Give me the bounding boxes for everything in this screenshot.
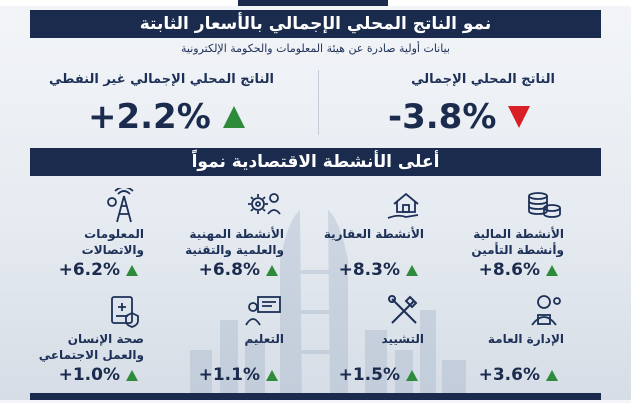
house-hand-icon	[387, 192, 419, 219]
sector-name: الأنشطة المالية وأنشطة التأمين	[471, 227, 564, 257]
sector-growth: +1.0%	[59, 365, 144, 385]
non-oil-gdp-label: الناتج المحلي الإجمالي غير النفطي	[49, 72, 274, 87]
sector-card-finance: الأنشطة المالية وأنشطة التأمين +8.6%	[420, 188, 570, 298]
sector-growth: +6.2%	[59, 260, 144, 280]
up-arrow-icon	[266, 369, 278, 381]
bottom-banner	[30, 393, 601, 400]
non-oil-gdp-value: +2.2%	[88, 97, 211, 137]
sector-growth: +8.6%	[479, 260, 564, 280]
sector-growth: +8.3%	[339, 260, 424, 280]
up-arrow-icon	[222, 106, 245, 128]
sector-growth-value: +3.6%	[478, 365, 540, 385]
sector-card-construction: التشييد +1.5%	[280, 293, 430, 403]
sector-name: التشييد	[381, 332, 424, 346]
up-arrow-icon	[546, 264, 558, 276]
up-arrow-icon	[406, 264, 418, 276]
gdp-value-row: -3.8%	[388, 97, 531, 137]
page-title: نمو الناتج المحلي الإجمالي بالأسعار الثا…	[30, 10, 601, 38]
sector-growth-value: +6.8%	[198, 260, 260, 280]
sector-name: الأنشطة العقارية	[323, 227, 424, 241]
sector-growth-value: +6.2%	[58, 260, 120, 280]
sector-card-professional: الأنشطة المهنية والعلمية والتقنية +6.8%	[140, 188, 290, 298]
sector-name: التعليم	[244, 332, 285, 346]
sector-card-health: صحة الإنسان والعمل الاجتماعي +1.0%	[0, 293, 150, 403]
sector-card-real-estate: الأنشطة العقارية +8.3%	[280, 188, 430, 298]
sector-growth-value: +8.3%	[338, 260, 400, 280]
sector-name: الأنشطة المهنية والعلمية والتقنية	[185, 227, 284, 257]
professional-gear-icon	[248, 193, 281, 215]
section-title: أعلى الأنشطة الاقتصادية نمواً	[30, 148, 601, 176]
medical-report-icon	[111, 296, 139, 328]
up-arrow-icon	[126, 264, 138, 276]
gdp-label: الناتج المحلي الإجمالي	[411, 72, 555, 87]
sector-name: الإدارة العامة	[487, 332, 564, 346]
sector-card-public-admin: الإدارة العامة +3.6%	[420, 293, 570, 403]
up-arrow-icon	[546, 369, 558, 381]
coins-icon	[528, 192, 561, 218]
sector-growth-value: +1.1%	[198, 365, 260, 385]
sector-growth-value: +1.0%	[58, 365, 120, 385]
sector-growth: +3.6%	[479, 365, 564, 385]
sector-growth-value: +8.6%	[478, 260, 540, 280]
up-arrow-icon	[406, 369, 418, 381]
sector-growth: +6.8%	[199, 260, 284, 280]
sector-card-ict: المعلومات والاتصالات +6.2%	[0, 188, 150, 298]
down-arrow-icon	[508, 106, 531, 128]
telecom-tower-icon	[107, 188, 134, 223]
up-arrow-icon	[266, 264, 278, 276]
up-arrow-icon	[126, 369, 138, 381]
kpi-divider	[318, 70, 319, 135]
sector-growth: +1.1%	[199, 365, 284, 385]
top-strip-accent	[238, 0, 388, 6]
sector-card-education: التعليم +1.1%	[140, 293, 290, 403]
administrator-icon	[531, 295, 561, 326]
sector-name: المعلومات والاتصالات	[81, 227, 144, 257]
non-oil-gdp-value-row: +2.2%	[88, 97, 245, 137]
page-subtitle: بيانات أولية صادرة عن هيئة المعلومات وال…	[181, 42, 450, 55]
tools-icon	[388, 295, 418, 324]
sector-growth-value: +1.5%	[338, 365, 400, 385]
sector-name: صحة الإنسان والعمل الاجتماعي	[38, 332, 144, 362]
gdp-value: -3.8%	[388, 97, 497, 137]
sector-growth: +1.5%	[339, 365, 424, 385]
teacher-board-icon	[245, 296, 281, 326]
